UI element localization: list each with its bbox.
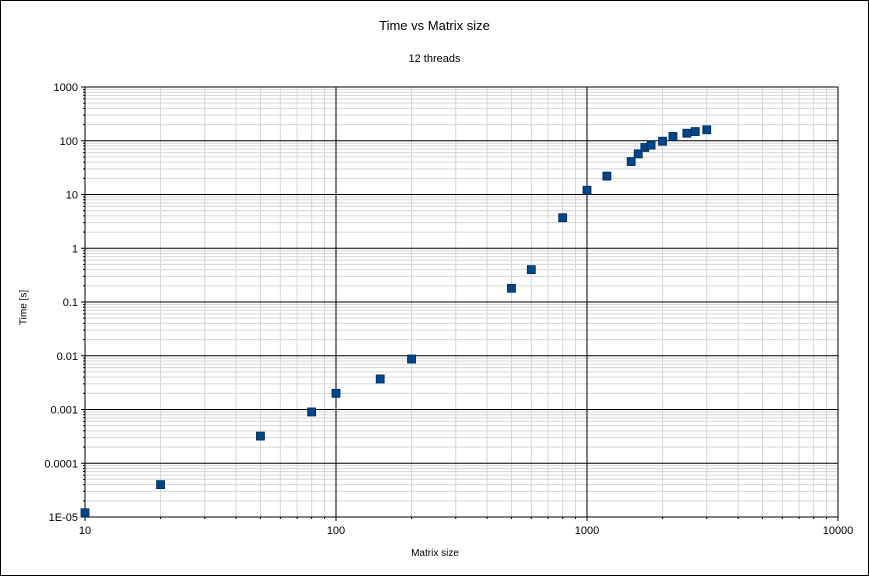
- data-point: [307, 407, 317, 417]
- y-tick-label: 10: [66, 190, 78, 202]
- x-tick-label: 10: [79, 525, 91, 537]
- data-point: [80, 508, 90, 518]
- data-point: [633, 149, 643, 159]
- data-point: [156, 480, 165, 490]
- data-point: [646, 140, 656, 150]
- data-point: [256, 431, 265, 441]
- y-tick-label: 0.0001: [44, 458, 78, 470]
- x-tick-label: 100: [327, 525, 345, 537]
- x-tick-label: 10000: [823, 525, 854, 537]
- data-point: [626, 157, 636, 166]
- y-tick-label: 1000: [54, 82, 78, 94]
- chart-title: Time vs Matrix size: [379, 18, 490, 33]
- data-point: [702, 125, 712, 135]
- y-tick-label: 0.1: [63, 297, 78, 309]
- data-point: [558, 213, 568, 223]
- data-point: [375, 374, 385, 384]
- y-tick-label: 1: [72, 243, 78, 255]
- data-point: [407, 354, 416, 364]
- x-tick-labels: 10 100 1000 10000: [79, 525, 853, 537]
- data-point: [682, 128, 692, 138]
- x-axis-label: Matrix size: [411, 548, 459, 559]
- y-tick-label: 0.001: [50, 405, 78, 417]
- data-point: [658, 136, 667, 146]
- data-points: [80, 125, 712, 518]
- y-tick-label: 100: [60, 136, 78, 148]
- y-tick-labels: 1E-05 0.0001 0.001 0.01 0.1 1 10 100 1000: [44, 82, 78, 524]
- data-point: [507, 283, 516, 293]
- data-point: [526, 265, 536, 275]
- data-point: [668, 132, 678, 141]
- data-point: [690, 127, 700, 136]
- chart-subtitle: 12 threads: [408, 53, 461, 65]
- major-gridlines: [85, 87, 838, 517]
- y-tick-label: 0.01: [57, 351, 78, 363]
- x-tick-label: 1000: [575, 525, 599, 537]
- y-tick-label: 1E-05: [49, 512, 78, 524]
- data-point: [602, 171, 612, 181]
- axis-tick-marks: [81, 86, 839, 521]
- data-point: [582, 185, 592, 195]
- data-point: [331, 388, 341, 398]
